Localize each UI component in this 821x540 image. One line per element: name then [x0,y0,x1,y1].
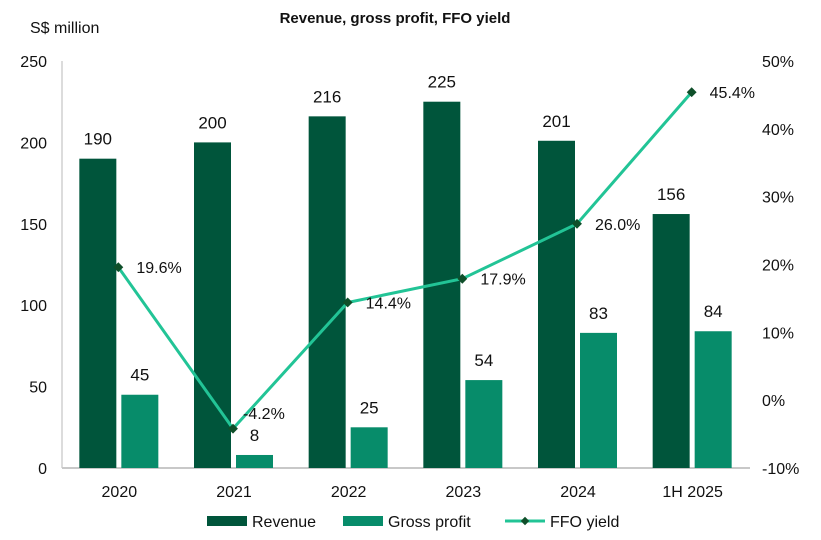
x-tick-label: 2022 [331,484,367,501]
x-tick-label: 2020 [102,484,138,501]
y-tick-label: 150 [20,217,47,234]
gross-profit-data-label: 45 [130,366,149,385]
x-tick-label: 2023 [446,484,482,501]
ffo-yield-marker [572,218,582,229]
ffo-yield-data-label: 14.4% [366,295,411,312]
revenue-data-label: 225 [428,73,456,92]
revenue-data-label: 216 [313,87,341,106]
ffo-yield-marker [228,423,238,434]
legend-revenue-swatch [207,516,247,526]
y2-tick-label: -10% [762,461,799,478]
revenue-bar [79,158,117,468]
legend-ffo-yield-marker [520,516,530,526]
revenue-data-label: 156 [657,185,685,204]
gross-profit-data-label: 84 [704,302,723,321]
gross-profit-data-label: 8 [250,426,259,445]
y-tick-label: 200 [20,135,47,152]
gross-profit-bar [121,394,159,468]
y-axis-label: S$ million [30,20,99,37]
y2-tick-label: 10% [762,325,794,342]
gross-profit-bar [465,380,503,468]
x-tick-label: 2021 [216,484,252,501]
y2-tick-label: 30% [762,190,794,207]
legend-ffo-yield-label: FFO yield [550,514,619,531]
ffo-yield-data-label: 26.0% [595,217,640,234]
y-tick-label: 100 [20,298,47,315]
legend-gross-profit-label: Gross profit [388,514,471,531]
ffo-yield-marker [686,87,697,98]
gross-profit-bar [350,427,388,468]
x-tick-label: 1H 2025 [662,484,723,501]
ffo-yield-data-label: -4.2% [243,406,285,423]
legend-revenue-label: Revenue [252,514,316,531]
ffo-yield-line [117,91,693,432]
gross-profit-data-label: 25 [360,398,379,417]
revenue-data-label: 200 [198,113,226,132]
revenue-bar [308,116,346,469]
y2-tick-label: 20% [762,258,794,275]
ffo-yield-data-label: 17.9% [480,272,525,289]
gross-profit-data-label: 83 [589,304,608,323]
revenue-bar [194,142,231,468]
gross-profit-bar [580,332,617,468]
gross-profit-bar [236,454,273,468]
ffo-yield-marker [342,297,353,308]
y2-tick-label: 40% [762,122,794,139]
chart-title: Revenue, gross profit, FFO yield [280,10,511,27]
gross-profit-data-label: 54 [474,351,493,370]
revenue-bar [652,214,690,468]
ffo-yield-data-label: 45.4% [710,85,755,102]
revenue-bar [538,140,575,468]
y2-tick-label: 50% [762,54,794,71]
gross-profit-bar [694,331,732,468]
y-tick-label: 50 [29,380,47,397]
y2-tick-label: 0% [762,393,785,410]
x-tick-label: 2024 [560,484,596,501]
revenue-data-label: 190 [84,130,112,149]
revenue-data-label: 201 [542,112,570,131]
ffo-yield-marker [457,273,468,284]
legend: Revenue Gross profit FFO yield [207,514,619,531]
legend-gross-profit-swatch [343,516,383,526]
y-tick-label: 250 [20,54,47,71]
y-tick-label: 0 [38,461,47,478]
ffo-yield-data-label: 19.6% [136,260,181,277]
